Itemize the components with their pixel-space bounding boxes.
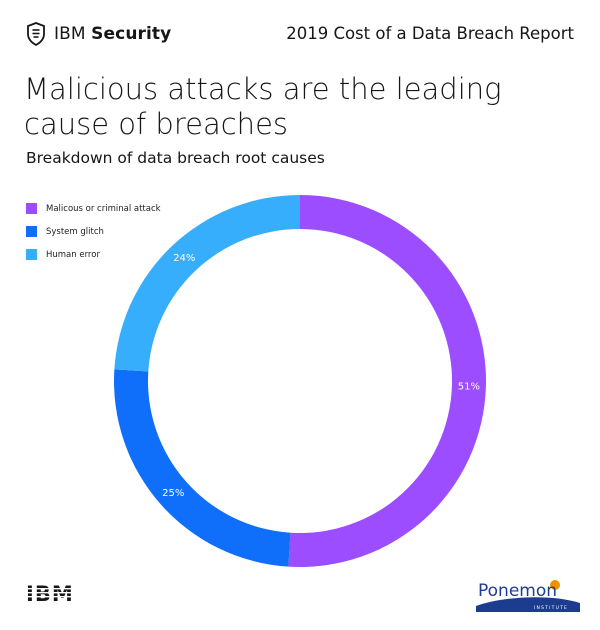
legend-swatch: [26, 203, 37, 214]
donut-slice: [114, 195, 300, 372]
chart-subtitle: Breakdown of data breach root causes: [26, 149, 325, 167]
legend-label: System glitch: [46, 226, 104, 237]
legend-item: System glitch: [26, 220, 161, 243]
ponemon-text: Ponemon: [478, 581, 557, 601]
donut-slice: [113, 369, 291, 567]
brand: IBM Security: [26, 22, 171, 46]
ponemon-logo: Ponemon INSTITUTE: [476, 580, 580, 612]
legend-item: Human error: [26, 243, 161, 266]
slice-label: 51%: [458, 381, 480, 392]
headline: Malicious attacks are the leading cause …: [24, 72, 502, 141]
ponemon-sub: INSTITUTE: [534, 605, 568, 611]
legend-swatch: [26, 226, 37, 237]
brand-name: Security: [91, 24, 172, 44]
brand-text: IBM Security: [54, 24, 171, 44]
shield-lock-icon: [27, 22, 45, 46]
donut-slice: [288, 195, 486, 567]
legend-item: Malicous or criminal attack: [26, 197, 161, 220]
slice-label: 25%: [162, 488, 184, 499]
brand-prefix: IBM: [54, 24, 86, 44]
slice-label: 24%: [173, 253, 195, 264]
legend-label: Malicous or criminal attack: [46, 203, 161, 214]
chart-legend: Malicous or criminal attack System glitch…: [26, 197, 161, 266]
ibm-logo: IBM: [26, 583, 76, 603]
report-title: 2019 Cost of a Data Breach Report: [286, 24, 574, 43]
legend-swatch: [26, 249, 37, 260]
legend-label: Human error: [46, 249, 100, 260]
